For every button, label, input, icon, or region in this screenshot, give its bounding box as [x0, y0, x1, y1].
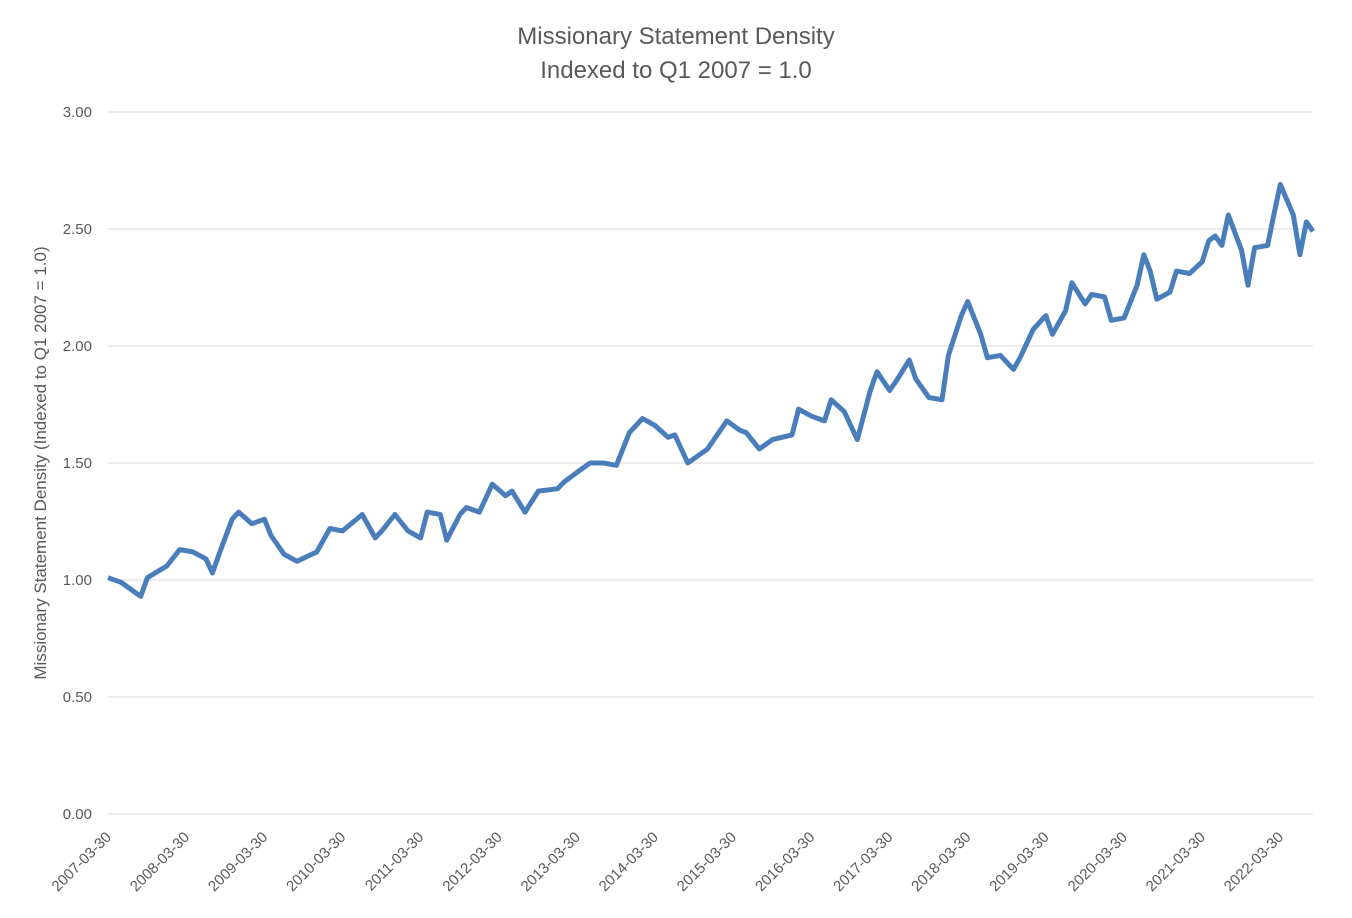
x-tick-label: 2021-03-30 — [1143, 829, 1209, 895]
y-tick-label: 1.50 — [63, 455, 92, 472]
y-tick-label: 2.50 — [63, 221, 92, 238]
chart-title: Missionary Statement Density — [517, 23, 834, 50]
x-tick-label: 2014-03-30 — [596, 829, 662, 895]
y-tick-label: 3.00 — [63, 104, 92, 121]
x-tick-label: 2017-03-30 — [830, 829, 896, 895]
chart-subtitle: Indexed to Q1 2007 = 1.0 — [540, 57, 812, 84]
x-tick-label: 2019-03-30 — [986, 829, 1052, 895]
y-tick-label: 0.00 — [63, 806, 92, 823]
x-tick-label: 2012-03-30 — [439, 829, 505, 895]
x-tick-label: 2010-03-30 — [283, 829, 349, 895]
x-tick-label: 2011-03-30 — [362, 829, 427, 894]
x-tick-label: 2015-03-30 — [674, 829, 740, 895]
y-tick-label: 0.50 — [63, 689, 92, 706]
y-tick-label: 2.00 — [63, 338, 92, 355]
data-line — [107, 182, 1316, 599]
x-tick-label: 2013-03-30 — [518, 829, 584, 895]
x-tick-label: 2007-03-30 — [49, 829, 115, 895]
x-tick-label: 2020-03-30 — [1065, 829, 1131, 895]
y-axis-label: Missionary Statement Density (Indexed to… — [31, 246, 50, 679]
x-tick-label: 2018-03-30 — [908, 829, 974, 895]
x-tick-label: 2008-03-30 — [127, 829, 193, 895]
y-tick-label: 1.00 — [63, 572, 92, 589]
x-tick-label: 2009-03-30 — [205, 829, 271, 895]
x-tick-label: 2022-03-30 — [1221, 829, 1287, 895]
x-tick-label: 2016-03-30 — [752, 829, 818, 895]
